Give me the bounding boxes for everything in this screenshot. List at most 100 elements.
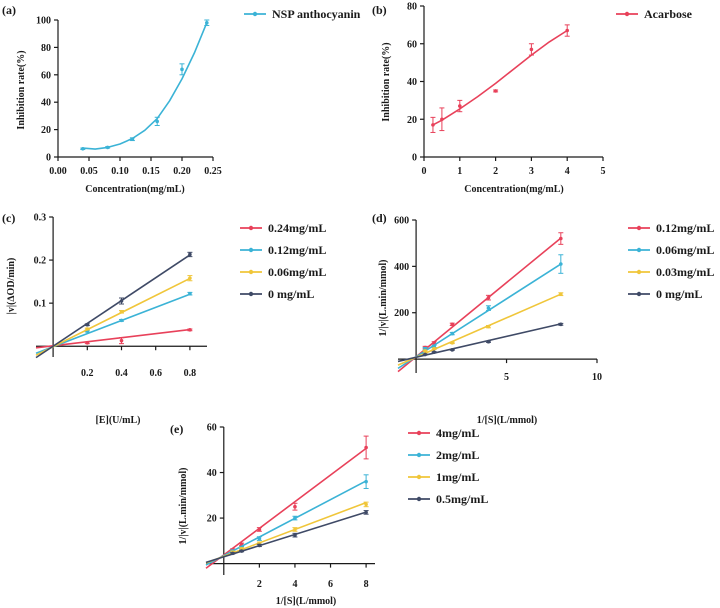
data-point — [440, 117, 444, 121]
y-tick-label-b: 0 — [412, 153, 417, 164]
data-point — [364, 511, 368, 515]
y-tick-label-a: 80 — [41, 43, 51, 54]
y-tick-label-b: 80 — [407, 2, 417, 13]
y-tick-label-c: 0.3 — [34, 213, 47, 224]
x-tick-label-e: 2 — [257, 579, 262, 590]
data-point — [120, 339, 124, 343]
y-tick-label-e: 20 — [207, 514, 217, 525]
legend-marker-b — [625, 12, 629, 16]
data-point — [431, 123, 435, 127]
x-tick-label-a: 0.20 — [173, 166, 191, 177]
series-c-2 — [36, 276, 192, 356]
legend-label-b: Acarbose — [644, 7, 693, 21]
panel-label-d: (d) — [372, 211, 387, 225]
regression-line — [206, 512, 366, 562]
legend-marker-c — [249, 270, 253, 274]
data-point — [120, 299, 124, 303]
data-point — [86, 341, 90, 345]
legend-label-a: NSP anthocyanin — [272, 7, 361, 21]
y-tick-label-a: 20 — [41, 125, 51, 136]
data-point — [450, 323, 454, 327]
x-tick-label-c: 0.4 — [115, 368, 128, 379]
panel-label-e: (e) — [170, 422, 183, 436]
x-tick-label-b: 2 — [493, 166, 498, 177]
data-point — [188, 276, 192, 280]
data-point — [559, 237, 563, 241]
x-tick-label-b: 5 — [601, 166, 606, 177]
legend-marker-c — [249, 292, 253, 296]
x-tick-label-d: 10 — [592, 372, 602, 383]
data-point — [450, 332, 454, 336]
fit-curve — [83, 23, 207, 149]
legend-marker-d — [637, 226, 641, 230]
legend-marker-c — [249, 226, 253, 230]
regression-line — [398, 264, 561, 368]
data-point — [487, 325, 491, 329]
data-point — [293, 533, 297, 537]
series-a-0 — [80, 20, 209, 151]
y-tick-label-c: 0.2 — [34, 256, 47, 267]
x-axis-title-d: 1/[S](L/mmol) — [477, 415, 538, 426]
y-tick-label-d: 600 — [394, 216, 409, 227]
figure-canvas: (a)0.00 0.05 0.10 0.15 0.20 0.25020406080100C… — [0, 0, 720, 608]
legend-label-d: 0 mg/mL — [656, 287, 702, 301]
y-axis-title-a: Inhibition rate(%) — [16, 50, 27, 129]
x-tick-label-b: 4 — [565, 166, 570, 177]
data-point — [188, 253, 192, 257]
x-axis-title-c: [E](U/mL) — [96, 415, 141, 426]
data-point — [81, 147, 85, 151]
y-tick-label-a: 60 — [41, 70, 51, 81]
data-point — [364, 480, 368, 484]
x-tick-label-c: 0.6 — [149, 368, 162, 379]
data-point — [423, 353, 427, 357]
x-tick-label-b: 3 — [529, 166, 534, 177]
x-tick-label-a: 0.15 — [142, 166, 160, 177]
data-point — [293, 516, 297, 520]
legend-marker-d — [637, 292, 641, 296]
data-point — [231, 552, 235, 556]
legend-marker-e — [417, 497, 421, 501]
panel-label-a: (a) — [2, 3, 16, 17]
legend-marker-e — [417, 431, 421, 435]
legend-marker-e — [417, 475, 421, 479]
x-tick-label-e: 6 — [328, 579, 333, 590]
x-axis-title-e: 1/[S](L/mmol) — [276, 596, 337, 607]
legend-label-d: 0.03mg/mL — [656, 265, 714, 279]
x-tick-label-d: 5 — [504, 372, 509, 383]
data-point — [565, 29, 569, 33]
data-point — [106, 146, 110, 150]
series-c-3 — [36, 252, 192, 357]
data-point — [423, 349, 427, 353]
data-point — [188, 328, 192, 332]
data-point — [155, 120, 159, 124]
legend-marker-d — [637, 248, 641, 252]
legend-marker-c — [249, 248, 253, 252]
legend-label-c: 0.12mg/mL — [268, 243, 326, 257]
y-tick-label-b: 20 — [407, 115, 417, 126]
x-tick-label-a: 0.25 — [204, 166, 222, 177]
x-tick-label-b: 0 — [422, 166, 427, 177]
chart-panel-b: (b) 0 1 2 3 4 5 0 20 40 60 80 Concentration(mg/mL) In… — [372, 2, 693, 196]
data-point — [293, 528, 297, 532]
y-axis-title-b: Inhibition rate(%) — [381, 42, 392, 121]
x-tick-label-b: 1 — [457, 166, 462, 177]
data-point — [559, 262, 563, 266]
y-tick-label-d: 200 — [394, 308, 409, 319]
y-tick-label-b: 40 — [407, 77, 417, 88]
x-axis-title-a: Concentration(mg/mL) — [85, 184, 184, 195]
y-axis-title-c: |v|(∆OD/min) — [6, 258, 17, 315]
x-tick-label-e: 4 — [292, 579, 297, 590]
regression-line — [206, 503, 366, 563]
data-point — [205, 21, 209, 25]
data-point — [432, 350, 436, 354]
y-tick-label-e: 60 — [207, 423, 217, 434]
regression-line — [36, 278, 190, 355]
data-point — [530, 48, 534, 52]
legend-marker-e — [417, 453, 421, 457]
chart-panel-a: (a) 0.00 0.05 0.10 0.15 0.20 0.25 0 20 40 60 80 100 C… — [2, 3, 361, 195]
data-point — [364, 446, 368, 450]
series-b-0 — [430, 25, 569, 133]
data-point — [450, 341, 454, 345]
data-point — [293, 505, 297, 509]
data-point — [120, 319, 124, 323]
